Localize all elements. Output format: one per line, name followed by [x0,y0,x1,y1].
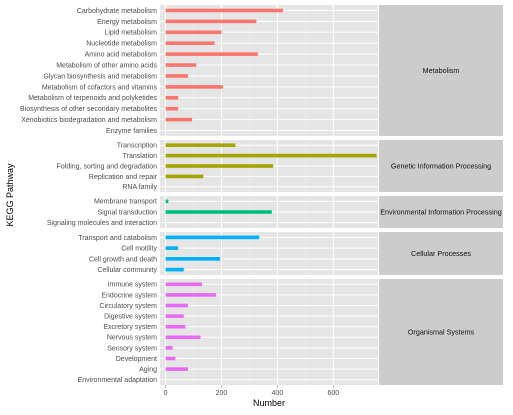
bar-biosynthesis-of-other-secondary-metabolites [165,106,179,111]
y-tick-label: Development [116,356,157,363]
y-tick-label: Signal transduction [97,209,157,216]
y-tick-label: Signaling molecules and interaction [47,220,157,227]
facet-strip-cellular-processes [379,232,503,275]
y-tick-label: Sensory system [107,345,157,352]
bar-cell-growth-and-death [165,257,221,261]
bar-carbohydrate-metabolism [165,8,283,13]
y-tick-label: Replication and repair [89,174,158,181]
panel-background-metabolism [160,5,378,136]
bar-lipid-metabolism [165,30,222,35]
y-tick-label: Nervous system [107,335,157,342]
y-tick-label: Folding, sorting and degradation [57,163,158,170]
facet-strip-organismal-systems [379,279,503,385]
bar-development [165,356,176,361]
bar-metabolism-of-cofactors-and-vitamins [165,85,223,89]
y-tick-label: Membrane transport [94,199,157,206]
y-tick-label: Glycan biosynthesis and metabolism [43,73,157,80]
facet-strip-genetic-information-processing [379,140,503,192]
bar-glycan-biosynthesis-and-metabolism [165,74,188,78]
bar-energy-metabolism [165,19,257,24]
x-axis-title: Number [253,398,285,408]
x-tick-label: 400 [272,390,284,397]
y-tick-label: Cell growth and death [89,256,157,263]
y-tick-label: Digestive system [104,314,157,321]
y-tick-label: Immune system [108,282,158,289]
facet-label-genetic-information-processing: Genetic Information Processing [391,162,491,171]
y-tick-label: Metabolism of terpenoids and polyketides [28,95,157,102]
y-tick-label: Environmental adaptation [78,377,157,384]
bar-transcription [165,143,236,147]
y-tick-label: Nucleotide metabolism [86,41,157,48]
y-axis-title: KEGG Pathway [5,163,15,227]
facet-strip-metabolism [379,5,503,136]
facet-label-organismal-systems: Organismal Systems [408,328,475,337]
bar-translation [165,153,377,158]
y-tick-label: Endocrine system [101,292,157,299]
y-tick-label: Xenobiotics biodegradation and metabolis… [21,117,157,124]
y-tick-label: Enzyme families [106,128,157,135]
y-tick-label: Biosynthesis of other secondary metaboli… [20,106,157,113]
bar-excretory-system [165,324,186,329]
bar-xenobiotics-biodegradation-and-metabolism [165,117,193,122]
y-tick-label: Carbohydrate metabolism [77,8,157,15]
bar-immune-system [165,282,202,287]
y-tick-label: Cell motility [121,246,157,253]
bar-circulatory-system [165,303,188,308]
x-tick-label: 0 [164,390,168,397]
y-tick-label: Translation [123,153,157,160]
bar-digestive-system [165,314,184,318]
y-tick-label: Lipid metabolism [104,30,157,37]
bar-sensory-system [165,346,173,350]
facet-label-cellular-processes: Cellular Processes [411,249,471,258]
y-tick-label: Transcription [117,143,157,150]
bar-cellular-community [165,267,184,272]
bar-nucleotide-metabolism [165,41,215,46]
bar-folding-sorting-and-degradation [165,164,274,168]
y-tick-label: RNA family [122,184,157,191]
bar-amino-acid-metabolism [165,52,258,56]
y-tick-label: Excretory system [103,324,157,331]
facet-label-environmental-information-processing: Environmental Information Processing [380,208,501,217]
bar-cell-motility [165,246,179,250]
bar-transport-and-catabolism [165,235,260,240]
y-tick-label: Circulatory system [99,303,157,310]
bar-endocrine-system [165,293,216,297]
facet-label-metabolism: Metabolism [423,66,460,75]
bar-metabolism-of-terpenoids-and-polyketides [165,95,179,100]
bar-nervous-system [165,335,201,340]
bar-replication-and-repair [165,174,204,179]
bar-membrane-transport [165,199,169,204]
y-tick-label: Cellular community [97,267,157,274]
bar-signal-transduction [165,210,272,214]
y-tick-label: Aging [139,367,157,374]
x-tick-label: 600 [327,390,339,397]
x-tick-label: 200 [216,390,228,397]
bar-aging [165,367,188,371]
y-tick-label: Transport and catabolism [78,235,157,242]
facet-strip-environmental-information-processing [379,196,503,228]
y-tick-label: Energy metabolism [97,19,157,26]
y-tick-label: Amino acid metabolism [85,52,158,59]
bar-metabolism-of-other-amino-acids [165,63,197,67]
y-tick-label: Metabolism of cofactors and vitamins [42,84,158,91]
y-tick-label: Metabolism of other amino acids [56,62,157,69]
